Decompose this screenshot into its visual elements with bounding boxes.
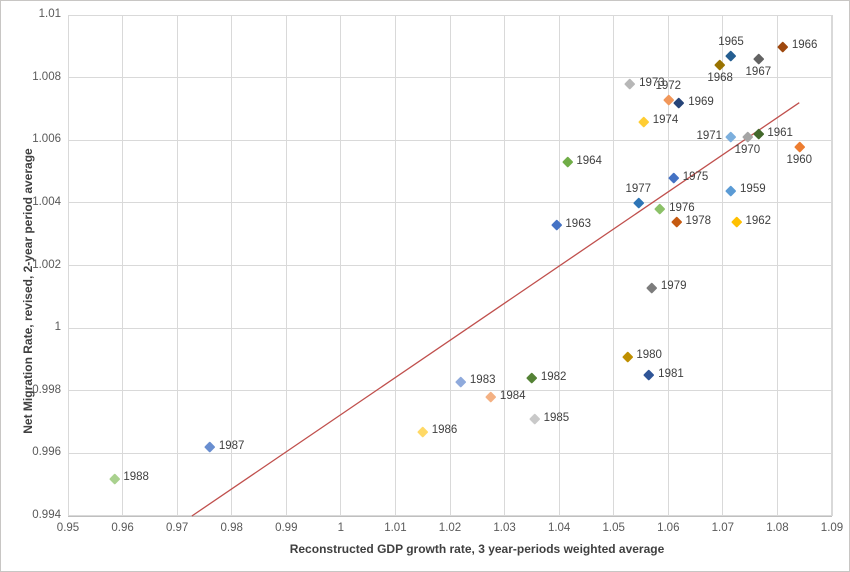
- x-tick-label: 1.09: [820, 522, 844, 534]
- point-label-1984: 1984: [499, 390, 526, 402]
- x-tick-label: 1.06: [657, 522, 680, 534]
- x-tick-label: 0.95: [56, 522, 80, 534]
- y-tick-label: 1.008: [32, 70, 61, 83]
- x-tick-label: 1.01: [384, 522, 407, 534]
- y-tick-label: 0.998: [32, 383, 61, 396]
- point-label-1977: 1977: [625, 182, 652, 195]
- y-gridline: [68, 452, 832, 454]
- point-label-1976: 1976: [669, 202, 695, 215]
- y-gridline: [68, 327, 832, 329]
- point-label-1987: 1987: [218, 440, 245, 453]
- x-tick-label: 0.98: [220, 522, 243, 534]
- x-tick-label: 0.96: [111, 522, 134, 534]
- point-label-1982: 1982: [540, 371, 567, 384]
- point-label-1966: 1966: [791, 39, 818, 52]
- point-label-1979: 1979: [660, 280, 687, 293]
- x-tick-label: 1.03: [493, 522, 516, 534]
- point-label-1967: 1967: [745, 65, 772, 78]
- point-label-1980: 1980: [636, 349, 662, 362]
- y-tick-label: 0.994: [32, 509, 61, 521]
- x-tick-label: 1.08: [766, 522, 789, 534]
- point-label-1961: 1961: [767, 126, 793, 139]
- point-label-1971: 1971: [696, 130, 723, 143]
- point-label-1986: 1986: [431, 424, 458, 437]
- y-tick-label: 1.004: [32, 195, 61, 208]
- point-label-1985: 1985: [543, 411, 570, 424]
- y-tick-label: 1.006: [32, 133, 61, 146]
- point-label-1973: 1973: [639, 76, 665, 89]
- plot-border: [68, 15, 832, 516]
- point-label-1969: 1969: [688, 95, 714, 108]
- x-tick-label: 0.97: [165, 522, 189, 534]
- y-gridline: [68, 139, 832, 141]
- x-gridline: [831, 15, 833, 516]
- point-label-1972: 1972: [655, 79, 682, 92]
- x-tick-label: 1.02: [438, 522, 462, 534]
- x-axis-line: [68, 516, 832, 517]
- point-label-1960: 1960: [786, 153, 813, 166]
- point-label-1963: 1963: [565, 217, 591, 230]
- x-axis-title: Reconstructed GDP growth rate, 3 year-pe…: [289, 542, 665, 556]
- x-tick-label: 1: [337, 522, 345, 534]
- point-label-1981: 1981: [658, 368, 684, 381]
- x-tick-label: 1.05: [602, 522, 625, 534]
- point-label-1970: 1970: [734, 144, 761, 157]
- x-tick-label: 1.07: [711, 522, 735, 534]
- point-label-1959: 1959: [740, 183, 766, 196]
- point-label-1974: 1974: [652, 114, 679, 127]
- y-gridline: [68, 77, 832, 79]
- x-tick-label: 0.99: [275, 522, 298, 534]
- point-label-1975: 1975: [682, 170, 709, 183]
- point-label-1964: 1964: [576, 155, 602, 168]
- point-label-1962: 1962: [745, 214, 772, 227]
- y-gridline: [68, 390, 832, 392]
- x-tick-label: 1.04: [547, 522, 571, 534]
- point-label-1978: 1978: [685, 214, 712, 227]
- y-gridline: [68, 202, 832, 204]
- point-label-1965: 1965: [718, 35, 744, 48]
- y-tick-label: 1.002: [32, 258, 61, 271]
- y-tick-label: 0.996: [32, 446, 61, 459]
- y-gridline: [68, 265, 832, 266]
- point-label-1988: 1988: [123, 471, 149, 484]
- y-tick-label: 1.01: [38, 8, 61, 20]
- point-label-1983: 1983: [469, 374, 496, 387]
- y-axis-title: Net Migration Rate, revised, 2-year peri…: [21, 148, 35, 434]
- y-tick-label: 1: [54, 321, 61, 334]
- point-label-1968: 1968: [707, 72, 733, 85]
